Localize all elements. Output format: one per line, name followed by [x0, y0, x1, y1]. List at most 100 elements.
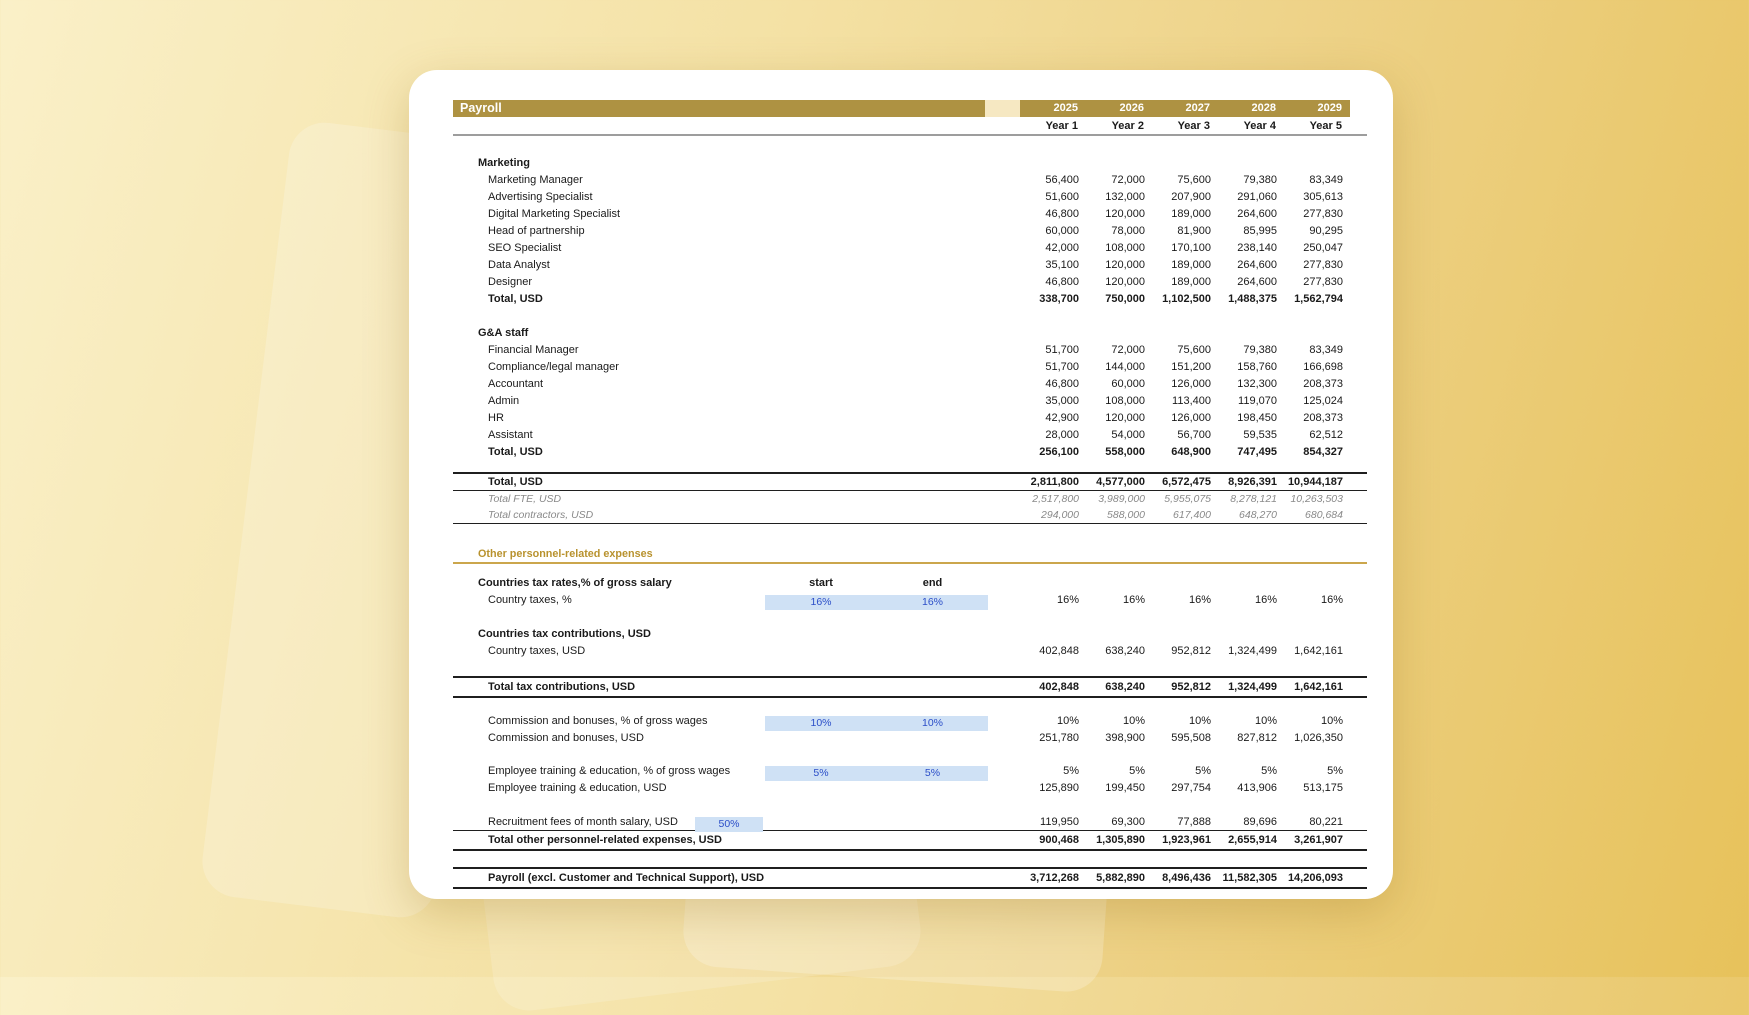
year-value-cell: 16% [1320, 593, 1343, 606]
row-label: Commission and bonuses, % of gross wages [488, 714, 708, 727]
year-value-cell: 648,900 [1171, 445, 1211, 458]
year-value-cell: 6,572,475 [1162, 476, 1211, 488]
title-bar: Payroll 2025 2026 2027 2028 2029 [453, 100, 1367, 117]
year-value-cell: 78,000 [1111, 224, 1145, 237]
page-title: Payroll [453, 100, 985, 117]
total-tax-contributions-row: Total tax contributions, USD 402,848 638,2… [453, 676, 1367, 698]
input-cell-start[interactable]: 10% [765, 715, 877, 731]
table-row: Admin 35,000 108,000 113,400 119,070 125,024 [453, 392, 1367, 409]
year-value-cell: 108,000 [1105, 394, 1145, 407]
year-value-cell: 8,496,436 [1162, 872, 1211, 884]
row-label: Total, USD [488, 445, 543, 458]
input-cell-end[interactable]: 10% [877, 715, 988, 731]
year-value-cell: 151,200 [1171, 360, 1211, 373]
commission-pct-row: Commission and bonuses, % of gross wages… [453, 712, 1367, 731]
year-value-cell: 113,400 [1172, 394, 1211, 407]
year-value-cell: 42,900 [1045, 411, 1079, 424]
table-row: Compliance/legal manager 51,700 144,000 151… [453, 358, 1367, 375]
year-value-cell: 854,327 [1303, 445, 1343, 458]
row-label: Assistant [488, 428, 533, 441]
year-value-cell: 595,508 [1171, 731, 1211, 744]
input-cell-start[interactable]: 16% [765, 594, 877, 610]
year-value-cell: 28,000 [1045, 428, 1079, 441]
year-value-cell: 402,848 [1039, 644, 1079, 657]
year-value-cell: 46,800 [1045, 377, 1079, 390]
year-label: Year 2 [1111, 119, 1144, 132]
grand-total-block: Total, USD 2,811,800 4,577,000 6,572,475 8,9… [453, 472, 1367, 524]
year-value-cell: 3,261,907 [1294, 834, 1343, 846]
year-value-cell: 4,577,000 [1096, 476, 1145, 488]
year-value-cell: 277,830 [1303, 275, 1343, 288]
input-cell-recruitment-rate[interactable]: 50% [695, 816, 763, 832]
year-value-cell: 119,950 [1040, 815, 1079, 828]
year-label: Year 5 [1309, 119, 1342, 132]
year-label: Year 3 [1177, 119, 1210, 132]
ga-total-row: Total, USD 256,100 558,000 648,900 747,495 85… [453, 443, 1367, 460]
input-cell-start[interactable]: 5% [765, 765, 877, 781]
year-subheader-row: Year 1 Year 2 Year 3 Year 4 Year 5 [453, 117, 1367, 136]
year-value-cell: 10% [1254, 714, 1277, 727]
year-value-cell: 108,000 [1105, 241, 1145, 254]
year-value-cell: 35,100 [1045, 258, 1079, 271]
year-value-cell: 158,760 [1237, 360, 1277, 373]
year-value-cell: 83,349 [1309, 173, 1343, 186]
year-value-cell: 2,655,914 [1228, 834, 1277, 846]
year-value-cell: 207,900 [1171, 190, 1211, 203]
year-value-cell: 1,324,499 [1228, 644, 1277, 657]
row-label: SEO Specialist [488, 241, 562, 254]
row-label: Recruitment fees of month salary, USD [488, 815, 678, 828]
year-value-cell: 256,100 [1039, 445, 1079, 458]
table-row: SEO Specialist 42,000 108,000 170,100 238,14… [453, 239, 1367, 256]
training-pct-row: Employee training & education, % of gros… [453, 762, 1367, 781]
year-value-cell: 2,517,800 [1032, 493, 1079, 505]
year-value-cell: 402,848 [1039, 681, 1079, 693]
year-value-cell: 42,000 [1045, 241, 1079, 254]
year-value-cell: 900,468 [1039, 834, 1079, 846]
other-expenses-header: Other personnel-related expenses [453, 546, 1367, 564]
table-row: Designer 46,800 120,000 189,000 264,600 277,8… [453, 273, 1367, 290]
section-header-marketing: Marketing [453, 154, 1367, 171]
end-column-header: end [922, 576, 943, 589]
year-value-cell: 120,000 [1105, 411, 1145, 424]
row-label: Digital Marketing Specialist [488, 207, 621, 220]
year-value-cell: 189,000 [1171, 275, 1211, 288]
year-value-cell: 90,295 [1309, 224, 1343, 237]
row-label: Employee training & education, % of gros… [488, 764, 731, 777]
year-value-cell: 62,512 [1309, 428, 1343, 441]
input-cell-end[interactable]: 16% [877, 594, 988, 610]
row-label: Head of partnership [488, 224, 585, 237]
year-value-cell: 126,000 [1171, 377, 1211, 390]
year-value-cell: 120,000 [1105, 275, 1145, 288]
year-value-cell: 952,812 [1171, 681, 1211, 693]
year-value-cell: 305,613 [1303, 190, 1343, 203]
section-header-ga-staff: G&A staff [453, 324, 1367, 341]
input-cell-end[interactable]: 5% [877, 765, 988, 781]
year-value-cell: 51,700 [1045, 343, 1079, 356]
year-value-cell: 83,349 [1309, 343, 1343, 356]
row-label: Data Analyst [488, 258, 550, 271]
row-label: Country taxes, % [488, 593, 572, 606]
year-value-cell: 1,642,161 [1294, 644, 1343, 657]
year-value-cell: 250,047 [1303, 241, 1343, 254]
year-value-cell: 132,300 [1237, 377, 1277, 390]
year-value-cell: 75,600 [1177, 173, 1211, 186]
section-header-label: G&A staff [478, 326, 529, 339]
title-bar-gap [985, 100, 1020, 117]
year-value-cell: 558,000 [1105, 445, 1145, 458]
row-label: Payroll (excl. Customer and Technical Su… [488, 872, 765, 884]
table-row: Assistant 28,000 54,000 56,700 59,535 62,512 [453, 426, 1367, 443]
row-label: Commission and bonuses, USD [488, 731, 644, 744]
tax-contributions-header-row: Countries tax contributions, USD [453, 625, 1367, 642]
year-value-cell: 952,812 [1171, 644, 1211, 657]
year-value-cell: 79,380 [1243, 343, 1277, 356]
row-label: Total tax contributions, USD [488, 681, 636, 693]
year-value-cell: 291,060 [1237, 190, 1277, 203]
row-label: Compliance/legal manager [488, 360, 619, 373]
table-row: Digital Marketing Specialist 46,800 120,00… [453, 205, 1367, 222]
year-value-cell: 617,400 [1173, 509, 1211, 521]
year-value-cell: 5,955,075 [1164, 493, 1211, 505]
year-value-cell: 126,000 [1171, 411, 1211, 424]
row-label: Designer [488, 275, 533, 288]
year-value-cell: 1,923,961 [1162, 834, 1211, 846]
year-label: Year 1 [1045, 119, 1078, 132]
